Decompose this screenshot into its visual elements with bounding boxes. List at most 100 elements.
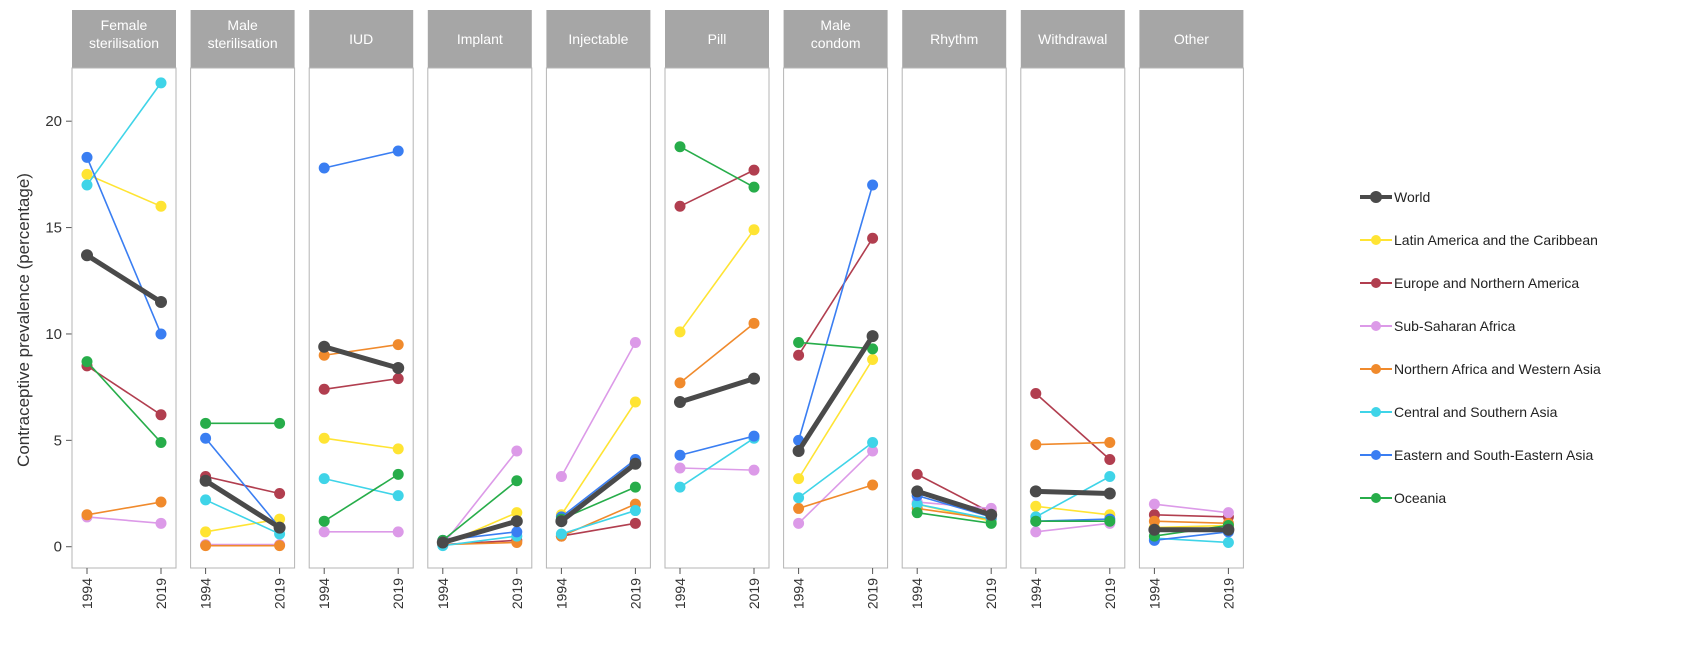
panel-title: condom — [811, 35, 861, 51]
series-line — [797, 184, 874, 441]
series-world — [318, 340, 405, 374]
legend-swatch — [1360, 402, 1392, 422]
series-latin-america-and-the-caribbean — [81, 168, 167, 212]
series-line — [679, 435, 755, 457]
data-point — [1029, 485, 1042, 498]
series-line — [916, 489, 992, 518]
data-point — [866, 330, 879, 343]
series-line — [86, 501, 162, 516]
data-point — [674, 462, 686, 474]
data-point — [911, 485, 924, 498]
data-point — [1222, 507, 1234, 519]
panel-male-condom: Male condom 1994 2019 — [783, 10, 889, 609]
series-line — [797, 359, 874, 480]
data-point — [1030, 515, 1042, 527]
series-line — [679, 467, 755, 471]
series-northern-africa-and-western-asia — [81, 496, 167, 521]
x-tick-label: 1994 — [553, 578, 569, 609]
series-line — [1154, 514, 1229, 518]
data-point — [629, 505, 641, 517]
series-line — [1035, 522, 1110, 533]
panel-title: sterilisation — [208, 35, 278, 51]
data-point — [629, 457, 642, 470]
data-point — [793, 349, 805, 361]
series-central-and-southern-asia — [81, 77, 167, 191]
series-sub-saharan-africa — [793, 445, 879, 529]
legend-swatch — [1360, 359, 1392, 379]
data-point — [748, 317, 760, 329]
series-line — [86, 82, 162, 186]
data-point — [629, 396, 641, 408]
series-line — [86, 361, 162, 444]
x-tick-label: 2019 — [509, 578, 525, 609]
series-line — [1035, 488, 1110, 497]
series-northern-africa-and-western-asia — [200, 540, 286, 552]
data-point — [510, 515, 523, 528]
data-point — [274, 513, 286, 525]
series-line — [798, 441, 874, 499]
data-point — [867, 445, 879, 457]
y-tick-label: 10 — [45, 326, 62, 343]
series-northern-africa-and-western-asia — [1030, 436, 1116, 451]
data-point — [436, 536, 449, 549]
series-sub-saharan-africa — [555, 336, 641, 483]
panel-title: Female — [101, 17, 148, 33]
data-point — [555, 515, 568, 528]
data-point — [392, 526, 404, 538]
series-line — [797, 237, 874, 356]
x-tick-label: 2019 — [272, 578, 288, 609]
data-point — [674, 141, 686, 153]
series-line — [442, 480, 518, 541]
panel-title: Male — [820, 17, 851, 33]
data-point — [629, 336, 641, 348]
x-tick-label: 1994 — [435, 578, 451, 609]
series-line — [324, 437, 399, 450]
legend-label: Europe and Northern America — [1394, 274, 1580, 291]
legend-label: Eastern and South-Eastern Asia — [1394, 446, 1594, 463]
data-point — [273, 521, 286, 534]
legend-item: Eastern and South-Eastern Asia — [1360, 433, 1601, 476]
legend-label: Sub-Saharan Africa — [1394, 317, 1516, 334]
panel-frame — [901, 67, 1007, 569]
data-point — [155, 409, 167, 421]
data-point — [200, 432, 212, 444]
series-world — [674, 372, 760, 409]
series-world — [81, 249, 167, 309]
panel-header — [546, 10, 651, 68]
data-point — [793, 517, 805, 529]
legend-item: World — [1360, 175, 1601, 218]
x-tick-label: 2019 — [627, 578, 643, 609]
x-tick-label: 1994 — [198, 578, 214, 609]
data-point — [1148, 498, 1160, 510]
panel-frame — [427, 67, 533, 569]
series-line — [1035, 441, 1110, 446]
y-axis-label: Contraceptive prevalence (percentage) — [14, 173, 33, 467]
legend-swatch — [1360, 230, 1392, 250]
series-line — [442, 535, 517, 547]
data-point — [748, 224, 760, 236]
legend: World Latin America and the Caribbean Euro… — [1360, 175, 1601, 519]
series-line — [679, 322, 755, 384]
panel-injectable: Injectable 1994 2019 — [545, 10, 651, 609]
data-point — [1030, 388, 1042, 400]
data-point — [911, 507, 923, 519]
series-line — [798, 450, 874, 524]
data-point — [867, 232, 879, 244]
panel-header — [72, 10, 176, 68]
data-point — [867, 353, 879, 365]
series-line — [86, 173, 162, 208]
series-line — [86, 516, 162, 525]
data-point — [867, 343, 879, 355]
panel-other: Other 1994 2019 — [1138, 10, 1244, 609]
panel-frame — [71, 67, 177, 569]
data-point — [155, 436, 167, 448]
data-point — [318, 515, 330, 527]
data-point — [1030, 500, 1042, 512]
legend-swatch — [1360, 445, 1392, 465]
panel-header — [1139, 10, 1244, 68]
series-line — [1035, 505, 1110, 516]
data-point — [318, 526, 330, 538]
panel-frame — [1020, 67, 1126, 569]
series-line — [796, 334, 875, 453]
data-point — [155, 496, 167, 508]
